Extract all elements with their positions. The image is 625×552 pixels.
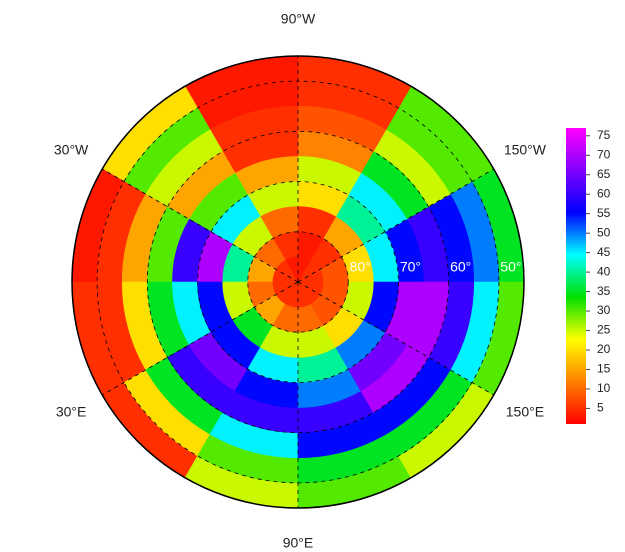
map-layer [72, 56, 524, 508]
colorbar-tick-label: 30 [597, 303, 611, 317]
graticule [71, 55, 525, 509]
latitude-label: 80° [350, 259, 371, 275]
longitude-line [297, 168, 494, 283]
longitude-label: 30°E [56, 404, 87, 420]
latitude-label: 50° [500, 259, 521, 275]
data-cell [296, 281, 324, 295]
colorbar-tick-label: 70 [597, 147, 611, 161]
colorbar-tick-label: 55 [597, 206, 611, 220]
latitude-label: 60° [450, 259, 471, 275]
colorbar-tick-label: 5 [597, 401, 604, 415]
latitude-line [146, 130, 450, 434]
labels: 80° 70° 60° 50° 90°W 30°W 150°W 30°E 150°E 90°E [54, 11, 547, 551]
longitude-line [102, 281, 299, 396]
colorbar-tick-label: 25 [597, 323, 611, 337]
colorbar-tick-label: 65 [597, 167, 611, 181]
colorbar-tick-label: 60 [597, 186, 611, 200]
colorbar-tick-label: 75 [597, 128, 611, 142]
colorbar-scale [566, 128, 586, 424]
longitude-line [102, 168, 299, 283]
latitude-label: 70° [400, 259, 421, 275]
colorbar-tick-label: 45 [597, 245, 611, 259]
colorbar: 5 10 15 20 25 30 35 40 45 50 55 60 65 70 75 [566, 128, 611, 424]
longitude-label: 150°W [504, 142, 547, 158]
longitude-line [297, 281, 494, 396]
colorbar-tick-label: 15 [597, 362, 611, 376]
colorbar-tick-label: 35 [597, 284, 611, 298]
longitude-label: 90°E [283, 535, 314, 551]
longitude-label: 30°W [54, 142, 89, 158]
longitude-label: 90°W [281, 11, 316, 27]
colorbar-tick-label: 40 [597, 264, 611, 278]
latitude-line [247, 231, 349, 333]
latitude-line [197, 181, 399, 383]
longitude-label: 150°E [506, 404, 544, 420]
colorbar-tick-label: 20 [597, 342, 611, 356]
colorbar-tick-label: 10 [597, 381, 611, 395]
colorbar-tick-label: 50 [597, 225, 611, 239]
